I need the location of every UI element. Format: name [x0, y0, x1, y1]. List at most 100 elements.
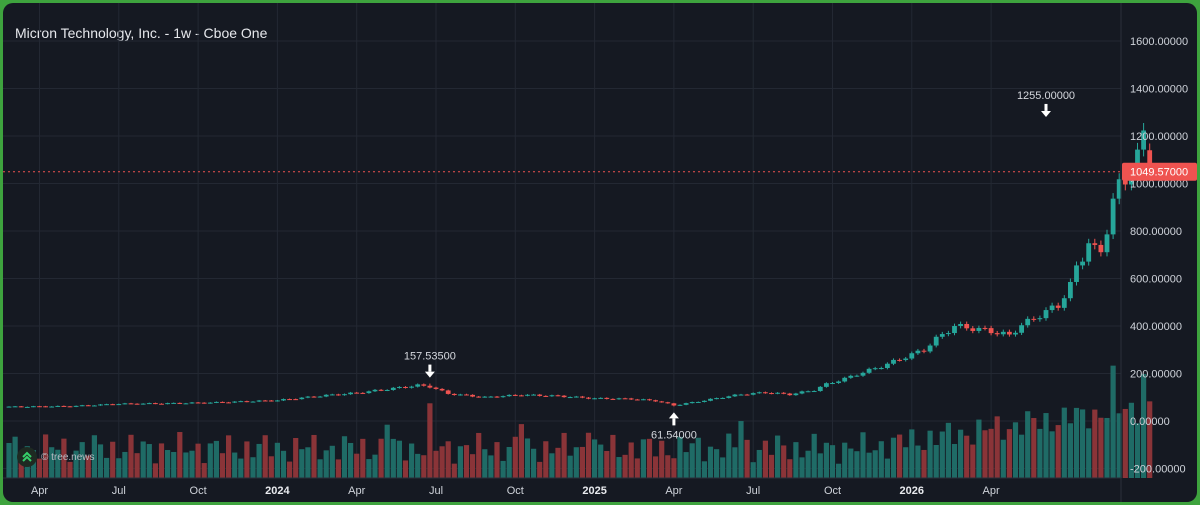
volume-bar — [183, 452, 189, 478]
volume-bar — [421, 455, 427, 478]
volume-bar — [268, 456, 274, 478]
x-tick-label: Oct — [824, 485, 841, 497]
candle-body — [403, 386, 408, 388]
x-tick-label: Oct — [507, 485, 524, 497]
volume-bar — [317, 459, 323, 478]
x-tick-label: Apr — [665, 485, 682, 497]
candle-body — [287, 399, 292, 401]
candle-body — [811, 391, 817, 393]
volume-bar — [6, 443, 12, 478]
last-price-label: 1049.57000 — [1130, 167, 1188, 179]
candle-body — [634, 399, 640, 401]
candle-body — [598, 397, 604, 399]
candle-body — [641, 399, 646, 401]
candle-body — [732, 394, 738, 397]
candle-body — [24, 406, 30, 408]
y-tick-label: 200.00000 — [1130, 369, 1182, 381]
candle-body — [531, 394, 536, 396]
candle-body — [98, 404, 103, 406]
candle-body — [1007, 331, 1012, 335]
candle-body — [146, 403, 152, 405]
volume-bar — [55, 449, 61, 478]
candle-body — [12, 406, 18, 408]
volume-bar — [1031, 418, 1037, 478]
volume-bar — [781, 445, 787, 478]
price-chart[interactable]: 157.53500 61.54000 1255.00000 1600.00000 14… — [3, 3, 1197, 502]
candle-body — [262, 400, 268, 402]
y-tick-label: 1000.00000 — [1130, 179, 1188, 191]
volume-bar — [116, 458, 122, 478]
volume-bar — [232, 452, 238, 478]
candle-body — [238, 401, 244, 403]
volume-bar — [1037, 428, 1043, 478]
volume-bar — [659, 440, 665, 478]
volume-bar — [958, 429, 964, 478]
volume-bar — [262, 435, 268, 478]
volume-bar — [354, 453, 360, 478]
candle-body — [1031, 318, 1037, 320]
x-tick-label: 2024 — [265, 485, 290, 497]
volume-bar — [823, 442, 829, 478]
candle-body — [689, 402, 695, 404]
volume-bar — [158, 443, 165, 478]
volume-bar — [518, 424, 524, 478]
candle-body — [275, 400, 280, 402]
volume-bar — [280, 450, 287, 478]
candle-body — [1135, 149, 1140, 176]
candle-body — [18, 406, 24, 408]
volume-bar — [1110, 365, 1116, 478]
arrow-down-stem — [428, 364, 432, 372]
candle-body — [421, 384, 427, 386]
volume-bar — [1049, 431, 1055, 478]
y-tick-label: 600.00000 — [1130, 274, 1182, 286]
candle-body — [329, 394, 335, 396]
volume-bar — [85, 455, 91, 478]
volume-bar — [714, 449, 720, 478]
candle-body — [183, 403, 189, 405]
candle-body — [1037, 318, 1043, 320]
volume-bar — [79, 442, 85, 478]
volume-bar — [738, 421, 744, 478]
candle-body — [854, 375, 860, 377]
volume-bar — [1061, 407, 1067, 478]
volume-bar — [61, 438, 67, 478]
volume-bar — [293, 437, 299, 478]
x-tick-label: Jul — [112, 485, 126, 497]
candle-body — [744, 394, 750, 396]
candle-body — [293, 399, 299, 401]
candle-body — [769, 393, 774, 395]
y-tick-label: 400.00000 — [1130, 321, 1182, 333]
volume-bar — [720, 457, 726, 478]
candle-body — [49, 406, 55, 408]
candle-body — [500, 396, 506, 398]
candle-body — [512, 394, 518, 396]
volume-bar — [36, 458, 43, 478]
candle-body — [671, 403, 677, 406]
arrow-up-stem — [672, 418, 676, 426]
volume-bar — [1006, 429, 1012, 478]
candle-body — [214, 401, 219, 403]
volume-bar — [274, 442, 280, 478]
candle-body — [793, 393, 799, 396]
volume-bar — [634, 458, 640, 478]
volume-bar — [561, 432, 567, 478]
candle-body — [488, 396, 494, 398]
volume-bar — [604, 450, 610, 478]
candle-body — [281, 399, 286, 401]
candle-body — [31, 406, 36, 408]
volume-bar — [439, 446, 445, 478]
candle-body — [628, 398, 634, 400]
y-tick-label: 1200.00000 — [1130, 131, 1188, 143]
volume-bar — [829, 445, 836, 478]
volume-bar — [195, 443, 201, 478]
volume-bar — [1147, 401, 1153, 478]
candle-body — [738, 394, 744, 396]
volume-bar — [543, 441, 549, 478]
volume-bar — [799, 457, 805, 478]
watermark: © tree.news — [17, 447, 95, 467]
volume-bar — [287, 461, 293, 478]
candle-body — [872, 368, 878, 370]
candle-body — [622, 398, 628, 400]
volume-bars — [6, 365, 1153, 478]
annotation-label: 157.53500 — [404, 351, 456, 363]
